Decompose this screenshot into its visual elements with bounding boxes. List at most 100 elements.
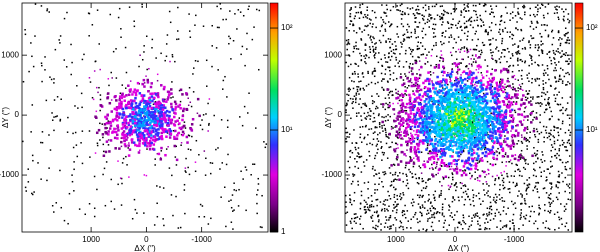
map-pixel <box>370 110 372 112</box>
map-pixel <box>568 13 570 15</box>
map-pixel <box>375 27 377 29</box>
map-pixel <box>558 192 560 194</box>
map-pixel <box>506 61 508 63</box>
map-pixel <box>138 125 141 128</box>
map-pixel <box>166 110 169 113</box>
map-pixel <box>146 102 149 105</box>
map-pixel <box>360 133 362 135</box>
map-pixel <box>210 173 212 175</box>
map-pixel <box>423 163 426 166</box>
map-pixel <box>152 148 155 151</box>
map-pixel <box>463 185 465 187</box>
map-pixel <box>422 228 424 230</box>
map-pixel <box>529 54 531 56</box>
map-pixel <box>377 189 379 191</box>
map-pixel <box>427 61 429 63</box>
map-pixel <box>373 138 375 140</box>
map-pixel <box>557 212 559 214</box>
map-pixel <box>126 164 128 166</box>
map-pixel <box>558 32 560 34</box>
map-pixel <box>32 155 34 157</box>
map-pixel <box>181 142 183 144</box>
map-pixel <box>80 142 82 144</box>
map-pixel <box>519 84 521 86</box>
map-pixel <box>255 127 257 128</box>
map-pixel <box>551 165 553 167</box>
map-pixel <box>198 115 201 118</box>
map-pixel <box>173 116 176 119</box>
map-pixel <box>543 141 545 143</box>
map-pixel <box>352 152 354 154</box>
map-pixel <box>416 73 418 75</box>
map-pixel <box>499 194 501 196</box>
map-pixel <box>391 184 393 186</box>
map-pixel <box>138 127 141 130</box>
map-pixel <box>478 193 480 195</box>
map-pixel <box>390 198 392 200</box>
map-pixel <box>403 79 405 81</box>
map-pixel <box>367 6 369 8</box>
map-pixel <box>417 6 419 8</box>
map-pixel <box>559 148 561 150</box>
map-pixel <box>546 126 548 128</box>
map-pixel <box>549 107 551 109</box>
map-pixel <box>502 200 504 202</box>
map-pixel <box>239 116 241 118</box>
map-pixel <box>387 114 389 116</box>
map-pixel <box>563 11 565 13</box>
map-pixel <box>470 121 473 124</box>
map-pixel <box>400 99 403 102</box>
map-pixel <box>425 98 428 101</box>
map-pixel <box>146 79 149 82</box>
map-pixel <box>346 94 348 96</box>
map-pixel <box>515 103 518 106</box>
map-pixel <box>524 111 526 113</box>
map-pixel <box>568 130 570 132</box>
map-pixel <box>161 128 164 131</box>
map-pixel <box>170 22 172 24</box>
map-pixel <box>396 78 398 80</box>
map-pixel <box>182 131 185 134</box>
map-pixel <box>439 196 441 198</box>
map-pixel <box>569 118 571 120</box>
map-pixel <box>550 210 552 212</box>
map-pixel <box>376 205 378 207</box>
map-pixel <box>174 101 177 104</box>
map-pixel <box>418 36 420 38</box>
map-pixel <box>520 113 523 116</box>
map-pixel <box>504 56 506 58</box>
map-pixel <box>351 103 353 105</box>
map-pixel <box>425 182 427 184</box>
map-pixel <box>444 198 446 200</box>
map-pixel <box>436 64 438 65</box>
map-pixel <box>434 217 436 219</box>
map-pixel <box>355 147 357 149</box>
map-pixel <box>458 36 460 38</box>
map-pixel <box>404 86 406 88</box>
map-pixel <box>491 11 493 13</box>
map-pixel <box>372 144 374 146</box>
map-pixel <box>406 144 409 147</box>
map-pixel <box>535 220 537 222</box>
map-pixel <box>132 119 135 122</box>
map-pixel <box>509 36 511 38</box>
map-pixel <box>442 214 444 216</box>
map-pixel <box>538 46 540 48</box>
map-pixel <box>367 188 369 190</box>
map-pixel <box>526 74 528 76</box>
map-pixel <box>398 128 401 131</box>
map-pixel <box>550 111 552 113</box>
map-pixel <box>472 27 474 29</box>
map-pixel <box>129 6 131 8</box>
map-pixel <box>428 6 430 8</box>
map-pixel <box>523 167 525 169</box>
map-pixel <box>145 119 148 122</box>
map-pixel <box>411 85 414 88</box>
map-pixel <box>458 222 460 224</box>
map-pixel <box>231 207 233 209</box>
map-pixel <box>545 104 547 106</box>
map-pixel <box>407 87 409 89</box>
map-pixel <box>404 34 406 36</box>
map-pixel <box>455 190 457 192</box>
map-pixel <box>433 36 435 38</box>
